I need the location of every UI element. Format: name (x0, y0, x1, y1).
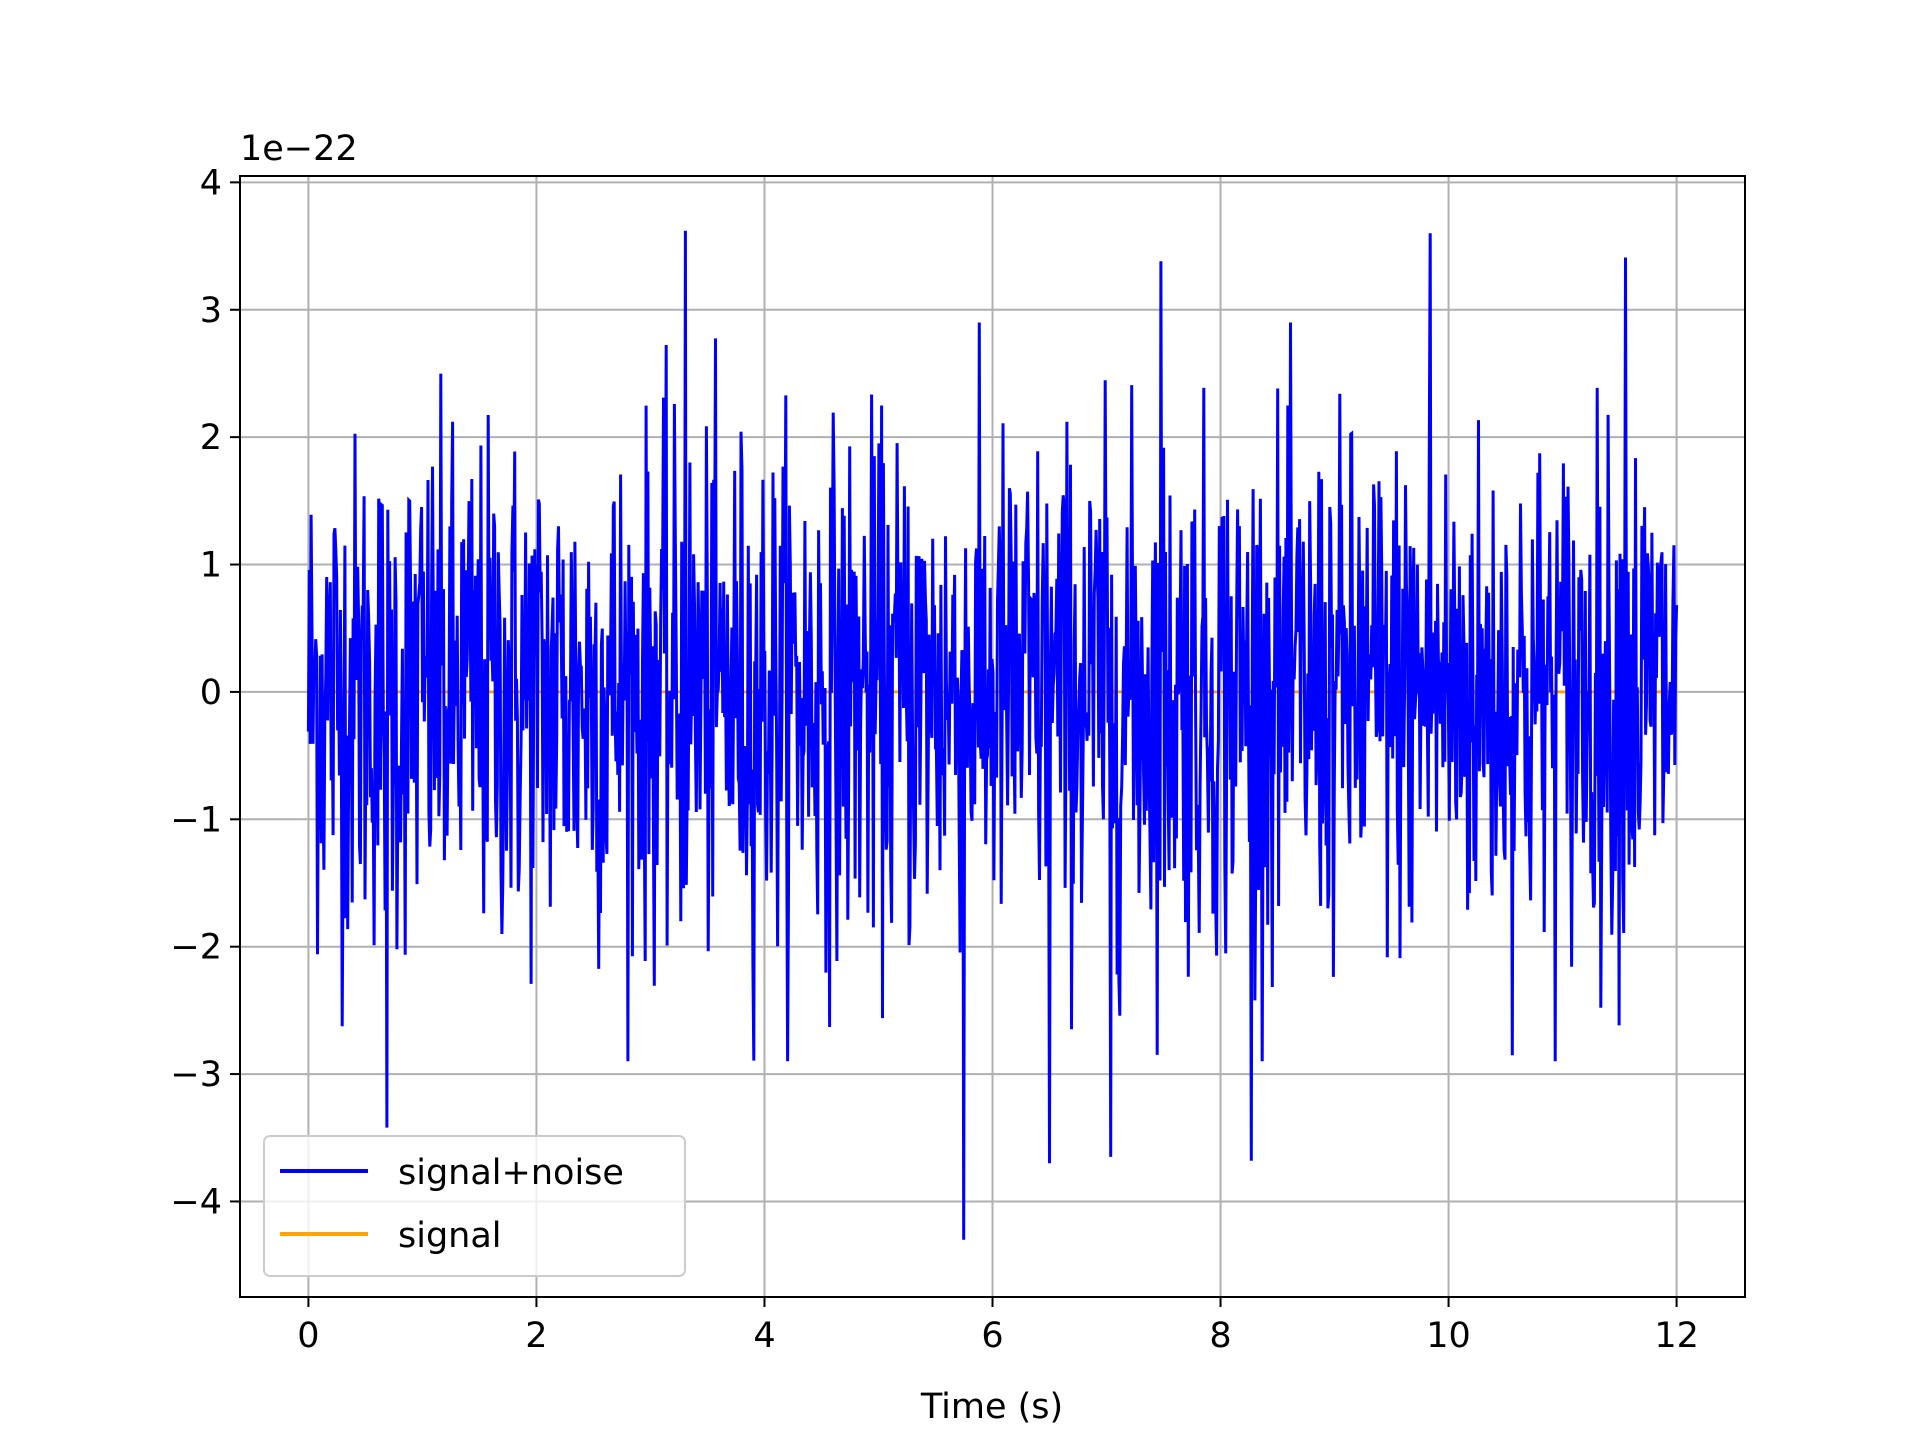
x-tick-label: 8 (1209, 1316, 1231, 1356)
x-tick-label: 4 (753, 1316, 775, 1356)
y-tick-label: −2 (170, 928, 222, 968)
x-tick-label: 10 (1426, 1316, 1471, 1356)
y-tick-label: 1 (200, 546, 222, 586)
legend-box (263, 1135, 686, 1277)
y-tick-label: 3 (200, 291, 222, 331)
legend-label-signal-noise: signal+noise (398, 1153, 624, 1193)
series-layer (306, 230, 1679, 1240)
x-tick-label: 2 (525, 1316, 547, 1356)
plot-area (306, 230, 1679, 1240)
legend: signal+noise signal (263, 1135, 686, 1277)
x-tick-label: 12 (1654, 1316, 1699, 1356)
x-axis-label: Time (s) (920, 1387, 1063, 1427)
x-tick-label: 6 (981, 1316, 1003, 1356)
series-line-signal-noise (306, 230, 1679, 1240)
y-axis: −4 −3 −2 −1 0 1 2 3 4 (170, 163, 240, 1222)
legend-label-signal: signal (398, 1216, 502, 1256)
y-tick-label: 0 (200, 673, 222, 713)
x-axis: 0 2 4 6 8 10 12 (297, 1297, 1699, 1356)
y-tick-label: −3 (170, 1055, 222, 1095)
x-tick-label: 0 (297, 1316, 319, 1356)
y-tick-label: −4 (170, 1182, 222, 1222)
y-scale-label: 1e−22 (240, 129, 358, 169)
y-tick-label: 4 (200, 163, 222, 203)
y-tick-label: 2 (200, 418, 222, 458)
y-tick-label: −1 (170, 800, 222, 840)
